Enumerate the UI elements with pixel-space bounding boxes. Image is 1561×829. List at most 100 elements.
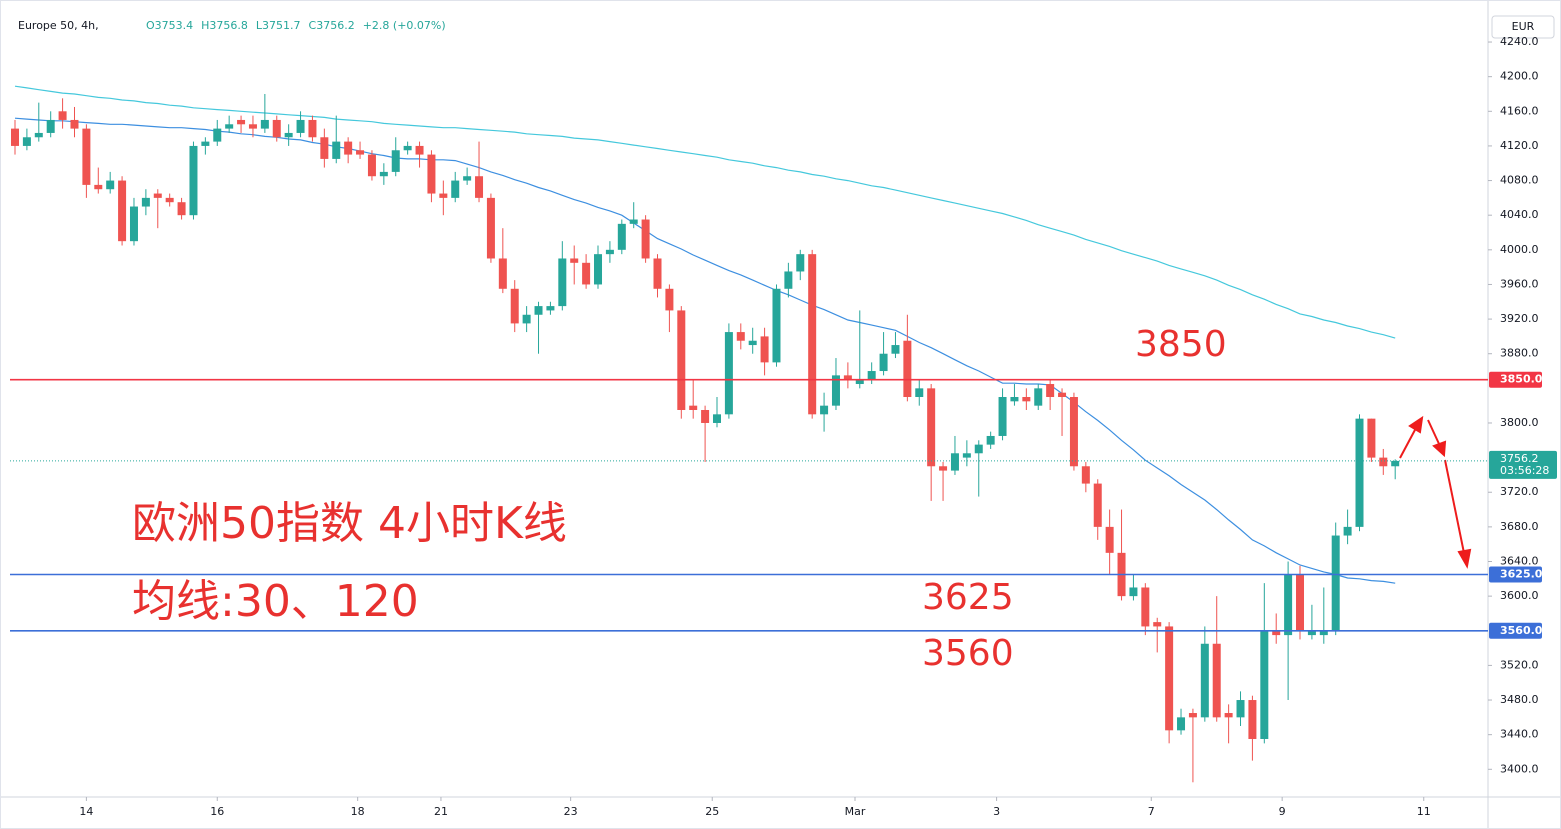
candle-body (498, 258, 507, 289)
countdown: 03:56:28 (1500, 464, 1549, 477)
y-tick-label: 3960.0 (1500, 277, 1539, 290)
candle-body (415, 145, 424, 155)
candle-body (617, 223, 626, 250)
x-tick-label: Mar (845, 805, 866, 818)
candle-body (986, 435, 995, 445)
candle-body (903, 340, 912, 398)
candle-body (439, 193, 448, 198)
annotation: 3625 (922, 577, 1014, 618)
candle-body (1272, 630, 1281, 636)
arrow (1444, 459, 1465, 554)
candle-body (141, 197, 150, 207)
candle-body (784, 271, 793, 289)
candle-body (94, 184, 103, 190)
candle-body (1260, 630, 1269, 739)
candle-body (510, 288, 519, 324)
candle-body (153, 193, 162, 198)
candle-body (451, 180, 460, 198)
candle-body (70, 119, 79, 129)
candle-body (10, 128, 19, 146)
candle-body (1212, 643, 1221, 718)
candle-body (201, 141, 210, 146)
x-tick-label: 9 (1279, 805, 1286, 818)
arrow (1399, 427, 1417, 459)
y-tick-label: 3640.0 (1500, 555, 1539, 568)
candle-body (1236, 700, 1245, 718)
candle-body (1355, 418, 1364, 527)
candle-body (296, 119, 305, 133)
candle-body (796, 254, 805, 272)
x-tick-label: 18 (351, 805, 365, 818)
candle-body (213, 128, 222, 142)
y-tick-label: 4120.0 (1500, 139, 1539, 152)
candle-body (772, 288, 781, 363)
candle-body (962, 453, 971, 458)
candle-body (1034, 388, 1043, 406)
candle-body (1331, 535, 1340, 631)
y-tick-label: 3720.0 (1500, 485, 1539, 498)
y-tick-label: 4040.0 (1500, 208, 1539, 221)
x-tick-label: 21 (434, 805, 448, 818)
candle-body (237, 119, 246, 125)
candle-body (1284, 574, 1293, 636)
annotation: 欧洲50指数 4小时K线 (132, 498, 567, 549)
x-tick-label: 23 (564, 805, 578, 818)
candle-body (1010, 397, 1019, 402)
y-tick-label: 3400.0 (1500, 762, 1539, 775)
moving-average (14, 117, 1396, 584)
candle-body (582, 262, 591, 285)
candle-body (1391, 460, 1400, 467)
ohlc-header: O3753.4 H3756.8 L3751.7 C3756.2 +2.8 (+0.07%… (146, 19, 446, 32)
arrow-head (1457, 548, 1472, 569)
candle-body (284, 132, 293, 138)
candle-body (486, 197, 495, 259)
plot-layer (10, 85, 1400, 783)
candle-body (546, 306, 555, 311)
candle-body (260, 119, 269, 129)
candle-body (1367, 418, 1376, 458)
candle-body (558, 258, 567, 307)
candle-body (34, 132, 43, 138)
candle-body (1296, 574, 1305, 631)
candle-body (831, 375, 840, 406)
candle-body (974, 444, 983, 454)
level-label: 3625.0 (1500, 567, 1543, 580)
moving-average (14, 85, 1396, 339)
candle-body (653, 258, 662, 289)
currency-box (1491, 15, 1555, 39)
ohlc-value: L3751.7 (256, 19, 301, 32)
arrow (1427, 419, 1441, 447)
candle-body (118, 180, 127, 242)
candle-body (1188, 713, 1197, 718)
ohlc-value: +2.8 (+0.07%) (363, 19, 446, 32)
y-tick-label: 4000.0 (1500, 243, 1539, 256)
candle-body (1165, 626, 1174, 731)
x-tick-label: 11 (1417, 805, 1431, 818)
candle-body (594, 254, 603, 285)
currency: EUR (1512, 20, 1535, 33)
ohlc-value: C3756.2 (309, 19, 355, 32)
candle-body (1081, 466, 1090, 484)
x-tick-label: 25 (705, 805, 719, 818)
candle-body (915, 388, 924, 398)
symbol: Europe 50, 4h, (18, 19, 99, 32)
candle-body (570, 258, 579, 263)
arrow-head (1432, 440, 1447, 458)
candle-body (177, 202, 186, 216)
y-tick-label: 3800.0 (1500, 416, 1539, 429)
candle-body (379, 171, 388, 177)
candle-body (82, 128, 91, 185)
level-label: 3560.0 (1500, 624, 1543, 637)
candle-body (189, 145, 198, 216)
candle-body (367, 154, 376, 177)
candle-body (939, 466, 948, 471)
x-tick-label: 3 (993, 805, 1000, 818)
candle-body (320, 137, 329, 159)
annotation: 均线:30、120 (132, 576, 419, 627)
candle-body (1153, 622, 1162, 627)
candle-body (463, 176, 472, 181)
candle-body (689, 405, 698, 410)
candle-body (1319, 630, 1328, 636)
